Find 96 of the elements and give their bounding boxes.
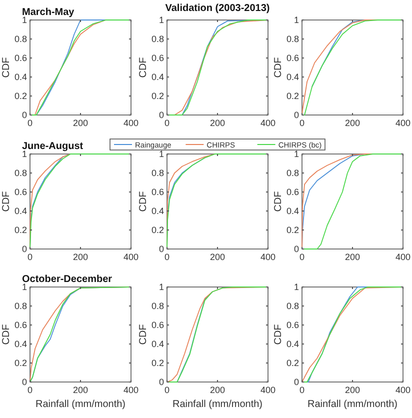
x-axis-title: Rainfall (mm/month): [307, 399, 398, 410]
y-tick-label: 0.2: [151, 225, 164, 235]
y-tick-label: 0.2: [286, 358, 299, 368]
y-tick-label: 0.2: [286, 91, 299, 101]
x-tick-label: 400: [123, 385, 139, 395]
y-tick-label: 1: [294, 15, 299, 25]
x-tick-label: 200: [210, 385, 226, 395]
y-tick-label: 0.8: [14, 301, 27, 311]
y-tick-label: 0: [22, 377, 27, 387]
y-axis-title: CDF: [273, 191, 284, 212]
y-tick-label: 0.4: [151, 206, 164, 216]
x-tick-label: 400: [260, 385, 276, 395]
line-series: [302, 154, 404, 250]
y-tick-label: 0.4: [286, 206, 299, 216]
x-tick-label: 200: [210, 118, 226, 128]
y-tick-label: 0.2: [151, 358, 164, 368]
y-axis-title: CDF: [1, 57, 12, 78]
y-tick-label: 0.4: [286, 339, 299, 349]
y-tick-label: 0.2: [151, 91, 164, 101]
y-tick-label: 0: [22, 244, 27, 254]
y-tick-label: 0.6: [14, 320, 27, 330]
x-tick-label: 200: [72, 385, 88, 395]
y-axis-title: CDF: [138, 324, 149, 345]
y-axis-title: CDF: [273, 324, 284, 345]
line-series: [166, 286, 268, 382]
x-tick-label: 400: [395, 385, 411, 395]
y-tick-label: 0: [158, 377, 164, 387]
y-tick-label: 0.8: [151, 301, 164, 311]
y-tick-label: 1: [158, 149, 164, 159]
y-axis-title: CDF: [273, 57, 284, 78]
y-tick-label: 0.4: [14, 72, 27, 82]
y-tick-label: 0: [294, 110, 299, 120]
line-series: [30, 286, 132, 382]
y-tick-label: 0.8: [14, 168, 27, 178]
y-tick-label: 0.6: [14, 187, 27, 197]
y-tick-label: 0.8: [14, 34, 27, 44]
x-tick-label: 400: [395, 118, 411, 128]
y-tick-label: 0.6: [286, 187, 299, 197]
y-tick-label: 0.4: [151, 339, 164, 349]
line-series: [30, 20, 132, 116]
y-tick-label: 0.4: [14, 206, 27, 216]
x-tick-label: 400: [123, 252, 139, 262]
y-tick-label: 0.6: [286, 320, 299, 330]
y-tick-label: 1: [158, 282, 164, 292]
y-tick-label: 0.8: [151, 34, 164, 44]
y-tick-label: 0.6: [151, 187, 164, 197]
y-tick-label: 1: [294, 282, 299, 292]
y-tick-label: 0.6: [151, 320, 164, 330]
y-tick-label: 0.2: [14, 225, 27, 235]
chart-subtitle: October-December: [22, 274, 112, 285]
x-tick-label: 200: [72, 252, 88, 262]
y-tick-label: 0.4: [14, 339, 27, 349]
y-tick-label: 0.8: [286, 168, 299, 178]
x-tick-label: 400: [123, 118, 139, 128]
chart-title: Validation (2003-2013): [165, 3, 270, 14]
y-tick-label: 0.8: [286, 34, 299, 44]
y-tick-label: 1: [294, 149, 299, 159]
y-tick-label: 0.4: [286, 72, 299, 82]
line-series: [166, 154, 268, 250]
y-tick-label: 1: [22, 149, 27, 159]
y-tick-label: 0.6: [151, 53, 164, 63]
x-tick-label: 400: [260, 118, 276, 128]
y-tick-label: 1: [22, 15, 27, 25]
x-tick-label: 200: [344, 385, 360, 395]
x-tick-label: 200: [344, 252, 360, 262]
y-tick-label: 0.2: [14, 91, 27, 101]
x-tick-label: 200: [72, 118, 88, 128]
chart-subtitle: June-August: [22, 141, 84, 152]
y-tick-label: 0.6: [14, 53, 27, 63]
y-tick-label: 0: [294, 244, 299, 254]
y-tick-label: 0.6: [286, 53, 299, 63]
y-tick-label: 0.2: [14, 358, 27, 368]
y-tick-label: 0.8: [286, 301, 299, 311]
line-series: [166, 20, 268, 116]
x-tick-label: 400: [395, 252, 411, 262]
y-tick-label: 0: [294, 377, 299, 387]
y-axis-title: CDF: [138, 57, 149, 78]
chart-subtitle: March-May: [22, 7, 75, 18]
y-tick-label: 0.8: [151, 168, 164, 178]
x-tick-label: 200: [210, 252, 226, 262]
y-tick-label: 1: [158, 15, 164, 25]
y-tick-label: 0: [22, 110, 27, 120]
y-tick-label: 0: [158, 244, 164, 254]
y-tick-label: 1: [22, 282, 27, 292]
y-tick-label: 0.4: [151, 72, 164, 82]
y-axis-title: CDF: [138, 191, 149, 212]
x-tick-label: 200: [344, 118, 360, 128]
x-tick-label: 400: [260, 252, 276, 262]
y-tick-label: 0.2: [286, 225, 299, 235]
y-tick-label: 0: [158, 110, 164, 120]
y-axis-title: CDF: [1, 324, 12, 345]
x-axis-title: Rainfall (mm/month): [172, 399, 263, 410]
line-series: [302, 286, 404, 382]
line-series: [302, 20, 404, 116]
y-axis-title: CDF: [1, 191, 12, 212]
x-axis-title: Rainfall (mm/month): [35, 399, 126, 410]
